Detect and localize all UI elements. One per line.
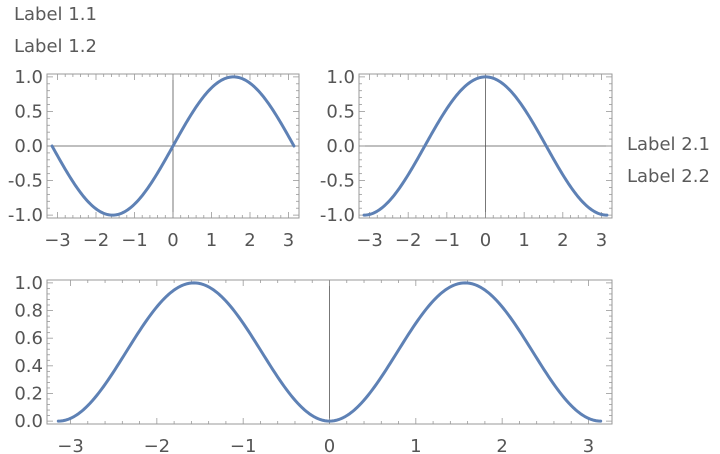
x-tick-label: −3 xyxy=(44,230,71,251)
plot-cos: −3 −2 −1 0 1 2 3 -1.0 -0.5 0.0 0.5 1.0 xyxy=(320,67,613,251)
x-tick-label: 1 xyxy=(518,230,529,251)
x-tick-label: −3 xyxy=(356,230,383,251)
x-tick-label: 1 xyxy=(206,230,217,251)
x-tick-label: 0 xyxy=(324,436,335,454)
y-tick-label: 1.0 xyxy=(14,67,43,88)
y-tick-label: 0.0 xyxy=(14,136,43,157)
y-tick-label: 1.0 xyxy=(326,67,355,88)
y-tick-label: -0.5 xyxy=(320,171,355,192)
y-tick-label: -1.0 xyxy=(8,205,43,226)
x-tick-label: 2 xyxy=(557,230,568,251)
x-tick-label: 3 xyxy=(283,230,294,251)
y-tick-label: 0.8 xyxy=(14,301,43,322)
y-tick-label: 1.0 xyxy=(14,273,43,294)
x-tick-label: 2 xyxy=(496,436,507,454)
x-tick-label: 1 xyxy=(410,436,421,454)
y-tick-label: -1.0 xyxy=(320,205,355,226)
plot-sin-squared: −3 −2 −1 0 1 2 3 0.0 0.2 0.4 0.6 0.8 1.0 xyxy=(14,273,613,454)
x-tick-label: 3 xyxy=(596,230,607,251)
y-tick-label: 0.2 xyxy=(14,383,43,404)
x-tick-label: 0 xyxy=(480,230,491,251)
y-tick-label: -0.5 xyxy=(8,171,43,192)
y-tick-label: 0.6 xyxy=(14,328,43,349)
x-tick-label: −1 xyxy=(121,230,148,251)
y-tick-label: 0.5 xyxy=(14,101,43,122)
y-tick-label: 0.0 xyxy=(326,136,355,157)
x-tick-label: −1 xyxy=(434,230,461,251)
label-2-1: Label 2.1 xyxy=(627,134,710,155)
x-tick-label: −2 xyxy=(83,230,110,251)
y-tick-label: 0.5 xyxy=(326,101,355,122)
x-tick-label: −2 xyxy=(395,230,422,251)
label-2-2: Label 2.2 xyxy=(627,166,710,187)
x-tick-label: 2 xyxy=(244,230,255,251)
x-tick-label: 0 xyxy=(167,230,178,251)
y-tick-label: 0.0 xyxy=(14,411,43,432)
plot-sin: −3 −2 −1 0 1 2 3 -1.0 -0.5 0.0 0.5 1.0 xyxy=(8,67,300,251)
x-tick-label: −3 xyxy=(57,436,84,454)
x-tick-label: −2 xyxy=(144,436,171,454)
data-line xyxy=(362,75,609,217)
data-line xyxy=(50,75,296,217)
label-1-2: Label 1.2 xyxy=(14,36,97,57)
data-line xyxy=(56,281,603,423)
label-1-1: Label 1.1 xyxy=(14,4,97,25)
x-tick-label: −1 xyxy=(230,436,257,454)
y-tick-label: 0.4 xyxy=(14,356,43,377)
x-tick-label: 3 xyxy=(583,436,594,454)
